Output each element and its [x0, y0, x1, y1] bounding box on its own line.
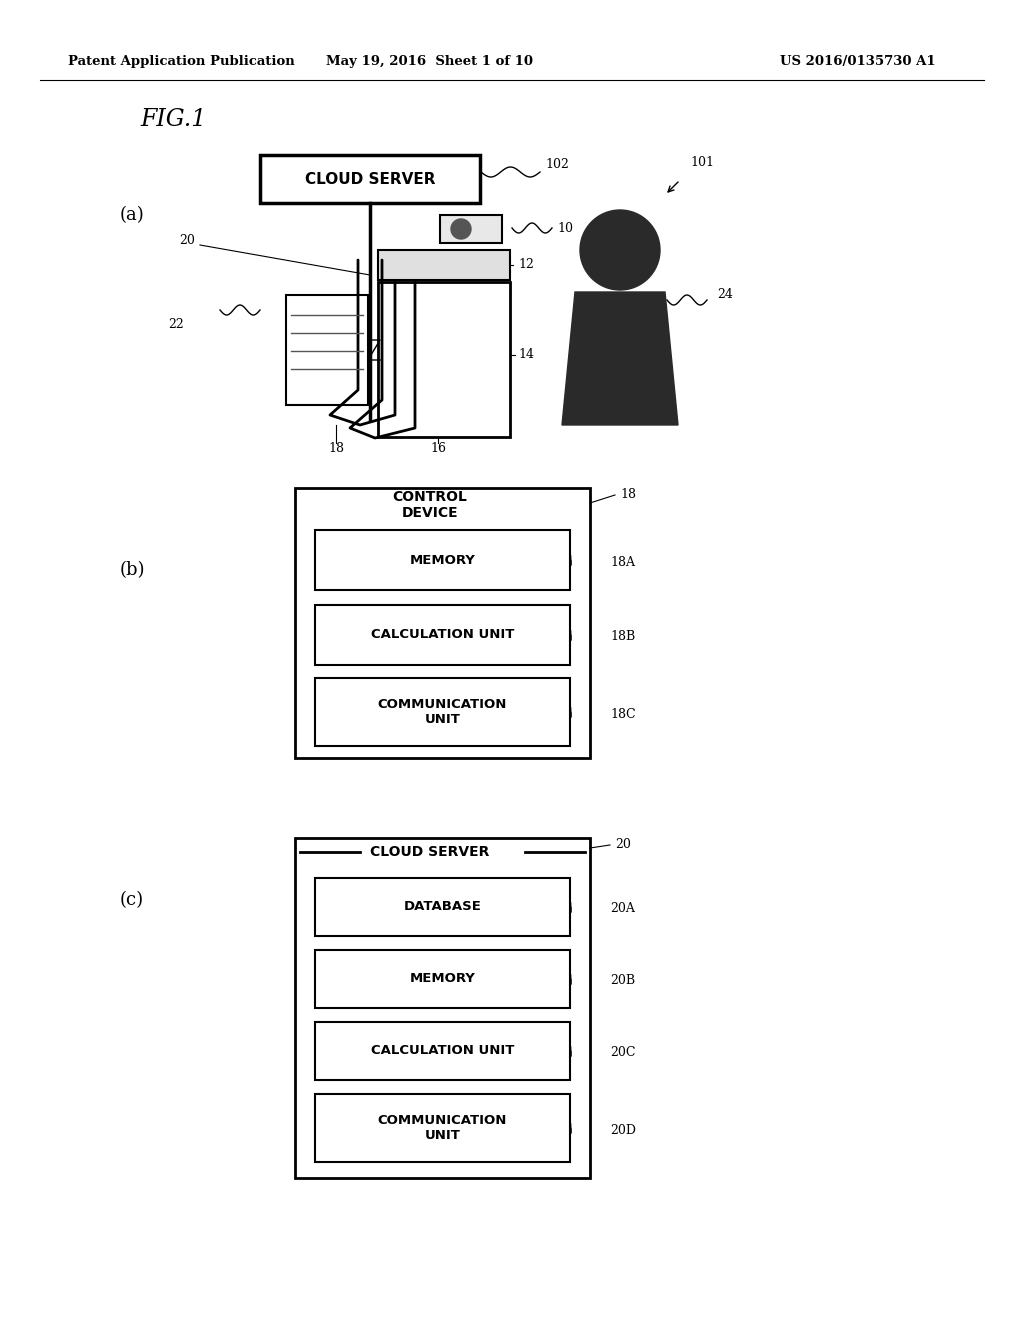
Text: COMMUNICATION
UNIT: COMMUNICATION UNIT	[378, 698, 507, 726]
Text: (a): (a)	[120, 206, 144, 224]
Text: 18A: 18A	[610, 556, 635, 569]
Bar	[315, 1022, 570, 1080]
Text: 102: 102	[545, 158, 569, 172]
Text: 20D: 20D	[610, 1123, 636, 1137]
Text: CALCULATION UNIT: CALCULATION UNIT	[371, 628, 514, 642]
Text: 10: 10	[557, 222, 573, 235]
Circle shape	[451, 219, 471, 239]
Text: CLOUD SERVER: CLOUD SERVER	[371, 845, 489, 859]
Bar	[378, 282, 510, 294]
Text: 14: 14	[518, 348, 534, 362]
Text: 12: 12	[518, 259, 534, 272]
Text: 20A: 20A	[610, 903, 635, 916]
Text: 101: 101	[690, 157, 714, 169]
Bar	[378, 282, 510, 437]
Text: FIG.1: FIG.1	[140, 108, 206, 132]
Text: Patent Application Publication: Patent Application Publication	[68, 55, 295, 69]
Circle shape	[580, 210, 660, 290]
Bar	[315, 605, 570, 665]
Bar	[315, 878, 570, 936]
Polygon shape	[562, 292, 678, 425]
Text: 20: 20	[179, 234, 195, 247]
Bar	[315, 678, 570, 746]
Text: (c): (c)	[120, 891, 144, 909]
Text: 22: 22	[168, 318, 183, 331]
Bar	[286, 294, 368, 405]
Bar	[295, 488, 590, 758]
Text: 18: 18	[328, 441, 344, 454]
Text: 24: 24	[717, 289, 733, 301]
Text: US 2016/0135730 A1: US 2016/0135730 A1	[780, 55, 936, 69]
Text: 20C: 20C	[610, 1047, 636, 1060]
Text: 16: 16	[430, 441, 446, 454]
Text: CLOUD SERVER: CLOUD SERVER	[305, 172, 435, 186]
Bar	[315, 531, 570, 590]
Text: 18B: 18B	[610, 631, 635, 644]
Bar	[315, 1094, 570, 1162]
Text: MEMORY: MEMORY	[410, 553, 475, 566]
Text: (b): (b)	[120, 561, 145, 579]
Text: 18C: 18C	[610, 708, 636, 721]
Text: May 19, 2016  Sheet 1 of 10: May 19, 2016 Sheet 1 of 10	[327, 55, 534, 69]
Text: CONTROL
DEVICE: CONTROL DEVICE	[392, 490, 467, 520]
Bar	[315, 950, 570, 1008]
Text: DATABASE: DATABASE	[403, 900, 481, 913]
Bar	[378, 249, 510, 280]
Text: 20: 20	[615, 838, 631, 851]
Text: COMMUNICATION
UNIT: COMMUNICATION UNIT	[378, 1114, 507, 1142]
Text: CALCULATION UNIT: CALCULATION UNIT	[371, 1044, 514, 1057]
Bar	[440, 215, 502, 243]
Text: 20B: 20B	[610, 974, 635, 987]
Bar	[260, 154, 480, 203]
Text: MEMORY: MEMORY	[410, 973, 475, 986]
Bar	[295, 838, 590, 1177]
Text: 18: 18	[620, 488, 636, 502]
